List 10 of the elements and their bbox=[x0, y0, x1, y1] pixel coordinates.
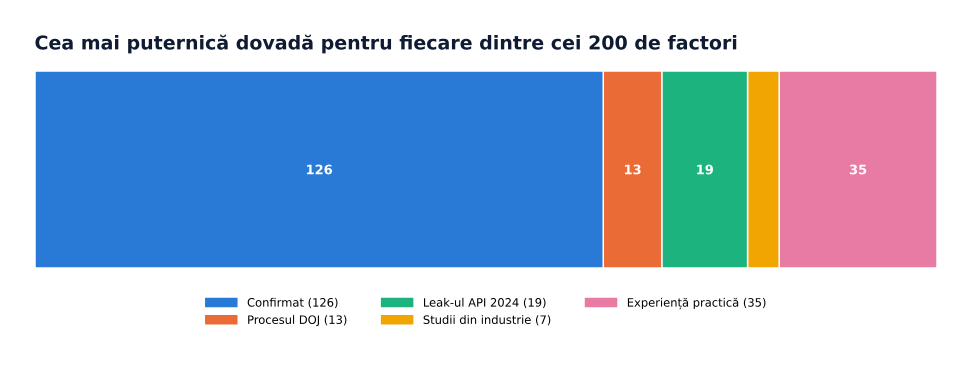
data-label: 35 bbox=[850, 164, 866, 174]
data-label: 126 bbox=[307, 164, 332, 174]
chart-title: Cea mai puternică dovadă pentru fiecare dintre cei 200 de factori bbox=[35, 34, 736, 54]
legend-label: Confirmat (126) bbox=[248, 298, 338, 308]
legend-label: Studii din industrie (7) bbox=[424, 315, 550, 326]
legend-label: Experiență practică (35) bbox=[628, 298, 766, 310]
data-label: 19 bbox=[697, 164, 713, 174]
legend-label: Procesul DOJ (13) bbox=[248, 315, 346, 326]
data-label: 13 bbox=[625, 164, 641, 174]
legend-label: Leak-ul API 2024 (19) bbox=[424, 298, 546, 308]
